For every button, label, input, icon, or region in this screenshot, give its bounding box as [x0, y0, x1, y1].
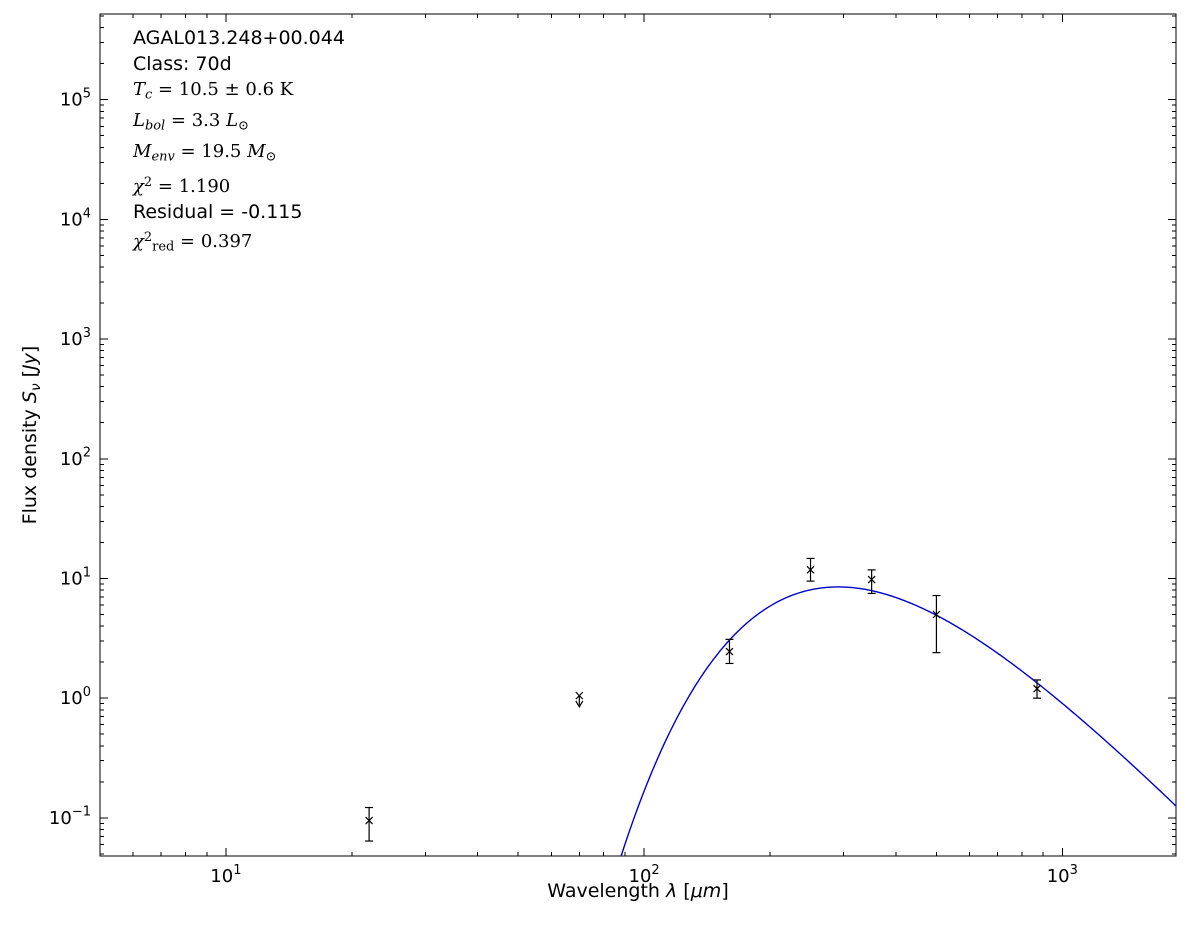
annotation-segment: 2: [143, 230, 153, 246]
data-point: [932, 594, 941, 654]
annotation-line: Class: 70d: [133, 52, 345, 78]
annotation-segment: env: [151, 149, 175, 165]
plot-frame: [99, 13, 1177, 857]
y-tick-label: 104: [60, 206, 91, 230]
marker-x: [932, 610, 941, 619]
x-tick-label: 101: [210, 863, 241, 887]
annotation-segment: T: [133, 79, 146, 100]
annotation-segment: = 1.190: [152, 176, 231, 198]
annotation-segment: ⊙: [265, 149, 277, 165]
y-tick-label: 10−1: [49, 805, 91, 829]
annotation-line: χ2red = 0.397: [133, 225, 345, 260]
annotation-segment: M: [133, 141, 152, 163]
data-point: [806, 557, 815, 582]
annotation-segment: = 0.397: [174, 231, 253, 253]
annotation-segment: χ: [133, 231, 144, 253]
y-axis-label: Flux density Sν [Jy]: [19, 346, 44, 525]
annotation-segment: χ: [133, 176, 144, 198]
y-tick-label: 101: [60, 565, 91, 589]
annotation-line: Tc = 10.5 ± 0.6 K: [133, 77, 345, 108]
data-point: [1033, 679, 1042, 699]
annotation-segment: L: [226, 110, 239, 132]
marker-x: [1033, 684, 1041, 693]
annotation-segment: = 19.5: [174, 141, 248, 163]
annotation-segment: ⊙: [238, 118, 249, 134]
data-point: [725, 638, 734, 665]
marker-x: [365, 816, 374, 825]
annotation-line: χ2 = 1.190: [133, 170, 345, 199]
data-point: [365, 806, 374, 842]
x-tick-label: 103: [1047, 863, 1078, 887]
annotation-line: Lbol = 3.3 L⊙: [133, 108, 345, 139]
annotation-segment: AGAL013.248+00.044: [133, 27, 345, 49]
annotation-segment: Class: 70d: [133, 52, 232, 75]
x-axis-label: Wavelength λ [μm]: [547, 880, 728, 902]
y-tick-label: 103: [60, 326, 91, 350]
annotation-line: Residual = -0.115: [133, 200, 345, 226]
down-arrow-icon: [575, 700, 584, 709]
annotation-segment: M: [247, 141, 266, 163]
data-point: [867, 569, 876, 595]
y-tick-label: 100: [60, 685, 91, 709]
annotation-block: AGAL013.248+00.044 Class: 70d Tc = 10.5 ± …: [133, 26, 345, 260]
y-tick-label: 102: [60, 446, 91, 470]
annotation-segment: bol: [144, 118, 166, 134]
annotation-segment: red: [152, 239, 175, 255]
model-curve: [620, 586, 1176, 856]
x-tick-label: 102: [629, 863, 660, 887]
marker-x: [806, 565, 815, 574]
data-point: [575, 691, 584, 709]
annotation-segment: c: [145, 87, 153, 103]
marker-x: [867, 575, 876, 584]
annotation-segment: = 3.3: [165, 110, 227, 132]
annotation-segment: 2: [143, 175, 153, 191]
marker-x: [725, 647, 734, 656]
annotation-segment: Residual = -0.115: [133, 200, 303, 223]
marker-x: [575, 691, 584, 700]
annotation-segment: L: [133, 110, 145, 132]
annotation-line: Menv = 19.5 M⊙: [133, 139, 345, 170]
annotation-segment: = 10.5 ± 0.6 K: [152, 79, 294, 100]
y-tick-label: 105: [60, 87, 91, 111]
annotation-line: AGAL013.248+00.044: [133, 26, 345, 52]
